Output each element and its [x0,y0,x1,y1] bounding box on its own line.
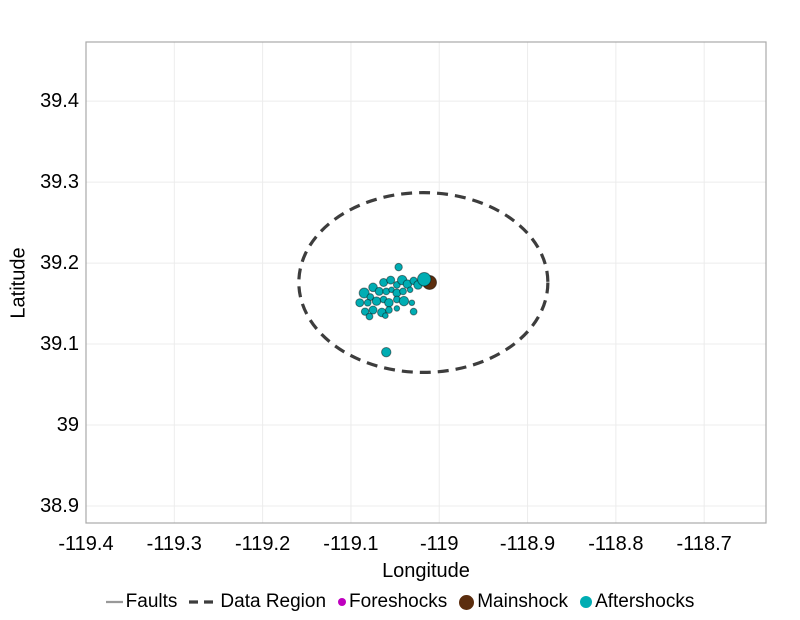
aftershock-point [398,295,410,307]
aftershock-point [386,275,396,285]
x-axis-title: Longitude [382,560,470,582]
legend-item-aftershocks: Aftershocks [580,591,694,613]
y-tick-label: 39.2 [40,252,79,275]
aftershock-point [355,298,365,308]
legend-item-faults: Faults [105,591,178,613]
mainshock-marker-icon [459,594,475,610]
legend-label-aftershocks: Aftershocks [595,591,695,612]
aftershock-point [394,262,403,272]
aftershock-point [384,297,394,308]
x-tick-label: -119.3 [146,533,202,555]
aftershock-point [371,296,382,306]
aftershocks-marker-icon [580,596,593,608]
aftershock-point [374,286,384,296]
aftershock-point [402,279,413,289]
y-tick-label: 39 [56,414,79,437]
aftershock-point [406,286,414,294]
x-tick-label: -119.2 [234,533,291,555]
aftershock-point [358,287,370,299]
legend-label-foreshocks: Foreshocks [349,591,448,612]
faults-line-icon [105,600,123,604]
y-tick-label: 39.1 [40,333,79,356]
x-tick-label: -118.7 [676,533,732,555]
x-tick-label: -119 [419,533,459,555]
y-tick-label: 38.9 [40,494,79,517]
aftershock-point [408,299,416,307]
aftershock-point [381,346,392,358]
y-tick-label: 39.3 [40,171,79,194]
legend-item-foreshocks: Foreshocks [338,591,447,613]
legend: Faults Data Region Foreshocks Mainshock Afte… [0,591,800,613]
legend-item-mainshock: Mainshock [459,591,568,613]
legend-label-mainshock: Mainshock [477,591,569,612]
aftershock-point [366,293,375,301]
aftershock-point [385,306,393,314]
aftershock-point [360,307,370,316]
aftershock-point [368,305,378,315]
aftershock-point [393,305,401,312]
y-axis-title: Latitude [7,247,30,319]
legend-label-data-region: Data Region [220,591,327,612]
data-region-line-icon [189,600,218,604]
aftershock-point [409,307,418,316]
aftershock-point [363,298,372,307]
aftershock-point [388,286,395,294]
data-region-ellipse [297,191,550,374]
x-tick-label: -118.9 [499,533,556,555]
plot-border [85,41,767,524]
legend-label-faults: Faults [125,591,178,612]
legend-item-data-region: Data Region [189,591,326,613]
aftershock-point [392,281,401,289]
aftershock-point [417,272,432,287]
aftershock-point [365,312,374,321]
aftershock-point [382,312,389,320]
aftershock-point [399,287,407,296]
y-tick-label: 39.4 [40,90,79,113]
aftershock-point [368,282,378,293]
x-tick-label: -118.8 [588,533,644,555]
x-tick-label: -119.1 [323,533,379,555]
x-tick-label: -119.4 [58,533,114,555]
foreshocks-marker-icon [338,598,347,606]
